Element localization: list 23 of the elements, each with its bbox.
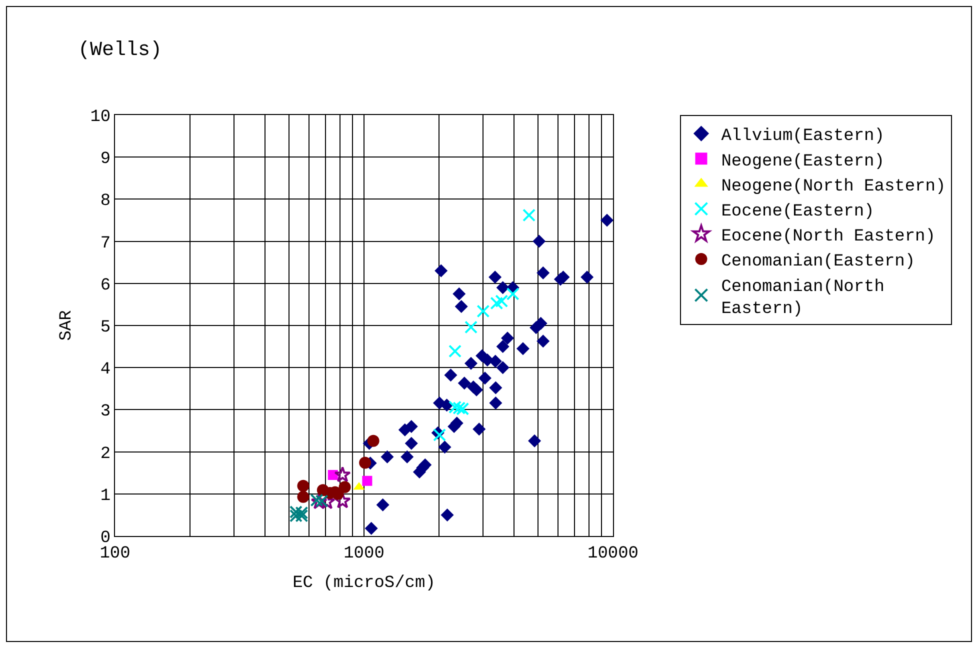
y-tick-label: 2 <box>100 444 111 464</box>
y-tick-label: 5 <box>100 318 111 338</box>
y-tick-label: 1 <box>100 486 111 506</box>
x-axis-title: EC (microS/cm) <box>292 574 436 593</box>
legend-label: Neogene(Eastern) <box>721 152 884 172</box>
legend-label: Cenomanian(North Eastern) <box>721 278 884 319</box>
chart-title: (Wells) <box>78 39 162 62</box>
legend-label: Eocene(North Eastern) <box>721 228 936 247</box>
y-tick-label: 4 <box>100 360 111 380</box>
x-tick-label: 10000 <box>587 544 639 564</box>
x-tick-label: 100 <box>100 544 130 564</box>
legend-label: Allvium(Eastern) <box>721 127 884 146</box>
legend-label: Neogene(North Eastern) <box>721 177 946 196</box>
y-tick-label: 7 <box>100 234 111 254</box>
legend-label: Cenomanian(Eastern) <box>721 252 916 272</box>
legend-label: Eocene(Eastern) <box>721 202 874 222</box>
y-tick-label: 6 <box>100 276 111 296</box>
y-axis-title: SAR <box>58 310 77 341</box>
y-tick-label: 3 <box>100 402 111 422</box>
y-tick-label: 9 <box>100 150 111 170</box>
y-tick-label: 8 <box>100 192 111 212</box>
x-tick-label: 1000 <box>344 544 384 564</box>
y-tick-label: 10 <box>90 108 111 127</box>
